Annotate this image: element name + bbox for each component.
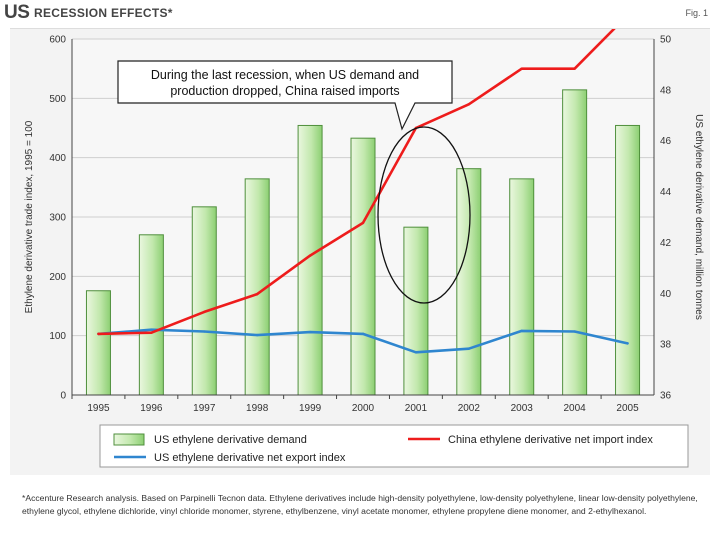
point-china-net-import-index-2002 bbox=[467, 103, 471, 106]
x-tick-label: 2001 bbox=[405, 403, 428, 414]
figure-subtitle: RECESSION EFFECTS* bbox=[34, 6, 173, 20]
point-us-net-export-index-1996 bbox=[150, 328, 153, 331]
figure-title: US bbox=[4, 2, 30, 23]
bar-demand-1999 bbox=[297, 124, 323, 396]
bar-demand-2005 bbox=[615, 124, 641, 396]
x-tick-label: 2002 bbox=[458, 403, 481, 414]
callout-line-1: During the last recession, when US deman… bbox=[151, 68, 419, 82]
y-tick-label-right: 42 bbox=[660, 238, 672, 249]
point-us-net-export-index-1997 bbox=[203, 330, 206, 333]
y-tick-label-left: 100 bbox=[49, 331, 66, 342]
point-us-net-export-index-2004 bbox=[573, 330, 576, 333]
bar-demand-2004 bbox=[562, 89, 588, 396]
y-tick-label-left: 500 bbox=[49, 94, 66, 105]
bar-demand-1995 bbox=[85, 290, 111, 396]
y-axis-right-label: US ethylene derivative demand, million t… bbox=[693, 114, 704, 320]
bar-demand-2000 bbox=[350, 137, 376, 396]
point-china-net-import-index-2004 bbox=[573, 67, 576, 70]
y-tick-label-right: 40 bbox=[660, 289, 672, 300]
axes: 1995 1996 1997 1998 1999 2000 2001 2002 2003 2004… bbox=[49, 35, 671, 415]
x-tick-label: 2000 bbox=[352, 403, 375, 414]
y-tick-label-left: 0 bbox=[60, 391, 66, 402]
x-tick-label: 2004 bbox=[564, 403, 587, 414]
point-china-net-import-index-1995 bbox=[97, 332, 100, 336]
figure-number: Fig. 1 bbox=[685, 8, 708, 18]
legend-label-export: US ethylene derivative net export index bbox=[154, 452, 346, 464]
x-tick-label: 1995 bbox=[87, 403, 110, 414]
y-tick-label-left: 200 bbox=[49, 272, 66, 283]
y-tick-label-right: 36 bbox=[660, 391, 672, 402]
y-tick-label-left: 400 bbox=[49, 153, 66, 164]
point-china-net-import-index-1999 bbox=[308, 254, 312, 257]
y-tick-label-right: 50 bbox=[660, 35, 672, 46]
callout: During the last recession, when US deman… bbox=[117, 60, 471, 304]
y-tick-label-right: 46 bbox=[660, 136, 672, 147]
x-tick-label: 1998 bbox=[246, 403, 269, 414]
x-tick-label: 1997 bbox=[193, 403, 216, 414]
point-us-net-export-index-2001 bbox=[414, 351, 418, 354]
recession-highlight-ellipse bbox=[377, 126, 471, 304]
x-tick-label: 2003 bbox=[511, 403, 534, 414]
y-tick-label-left: 300 bbox=[49, 213, 66, 224]
legend-swatch-demand bbox=[113, 433, 145, 446]
point-china-net-import-index-1996 bbox=[150, 331, 153, 334]
point-us-net-export-index-2005 bbox=[626, 342, 629, 345]
callout-line-2: production dropped, China raised imports bbox=[170, 84, 399, 98]
point-china-net-import-index-1998 bbox=[255, 292, 259, 296]
legend-label-demand: US ethylene derivative demand bbox=[154, 434, 307, 446]
figure-header: US RECESSION EFFECTS* Fig. 1 bbox=[0, 0, 720, 24]
legend-label-china: China ethylene derivative net import ind… bbox=[448, 434, 653, 446]
point-china-net-import-index-1997 bbox=[203, 310, 206, 314]
bar-demand-2003 bbox=[509, 178, 535, 396]
chart-svg: 1995 1996 1997 1998 1999 2000 2001 2002 2003 2004… bbox=[24, 29, 704, 468]
bar-demand-2001 bbox=[403, 226, 429, 396]
bar-demand-2002 bbox=[456, 168, 482, 396]
y-tick-label-left: 600 bbox=[49, 35, 66, 46]
bar-demand-1997 bbox=[191, 206, 217, 396]
callout-box bbox=[117, 60, 453, 131]
point-us-net-export-index-2003 bbox=[520, 329, 523, 333]
y-tick-label-right: 38 bbox=[660, 340, 672, 351]
y-axis-left-label: Ethylene derivative trade index, 1995 = … bbox=[24, 120, 35, 313]
y-tick-label-right: 44 bbox=[660, 187, 672, 198]
x-tick-label: 2005 bbox=[616, 403, 639, 414]
legend: US ethylene derivative demand China ethy… bbox=[99, 424, 689, 468]
chart-panel: 1995 1996 1997 1998 1999 2000 2001 2002 2003 2004… bbox=[10, 28, 710, 475]
x-tick-label: 1999 bbox=[299, 403, 322, 414]
legend-box bbox=[99, 424, 689, 468]
point-china-net-import-index-2000 bbox=[361, 221, 365, 225]
footnote: *Accenture Research analysis. Based on P… bbox=[22, 493, 698, 516]
bar-demand-1996 bbox=[138, 234, 164, 396]
point-us-net-export-index-2002 bbox=[467, 347, 471, 350]
x-tick-label: 1996 bbox=[140, 403, 163, 414]
index-lines bbox=[97, 29, 629, 354]
point-us-net-export-index-1998 bbox=[255, 333, 259, 337]
point-us-net-export-index-1999 bbox=[308, 330, 312, 334]
point-china-net-import-index-2003 bbox=[520, 67, 523, 70]
y-tick-label-right: 48 bbox=[660, 85, 672, 96]
point-us-net-export-index-2000 bbox=[361, 332, 365, 336]
